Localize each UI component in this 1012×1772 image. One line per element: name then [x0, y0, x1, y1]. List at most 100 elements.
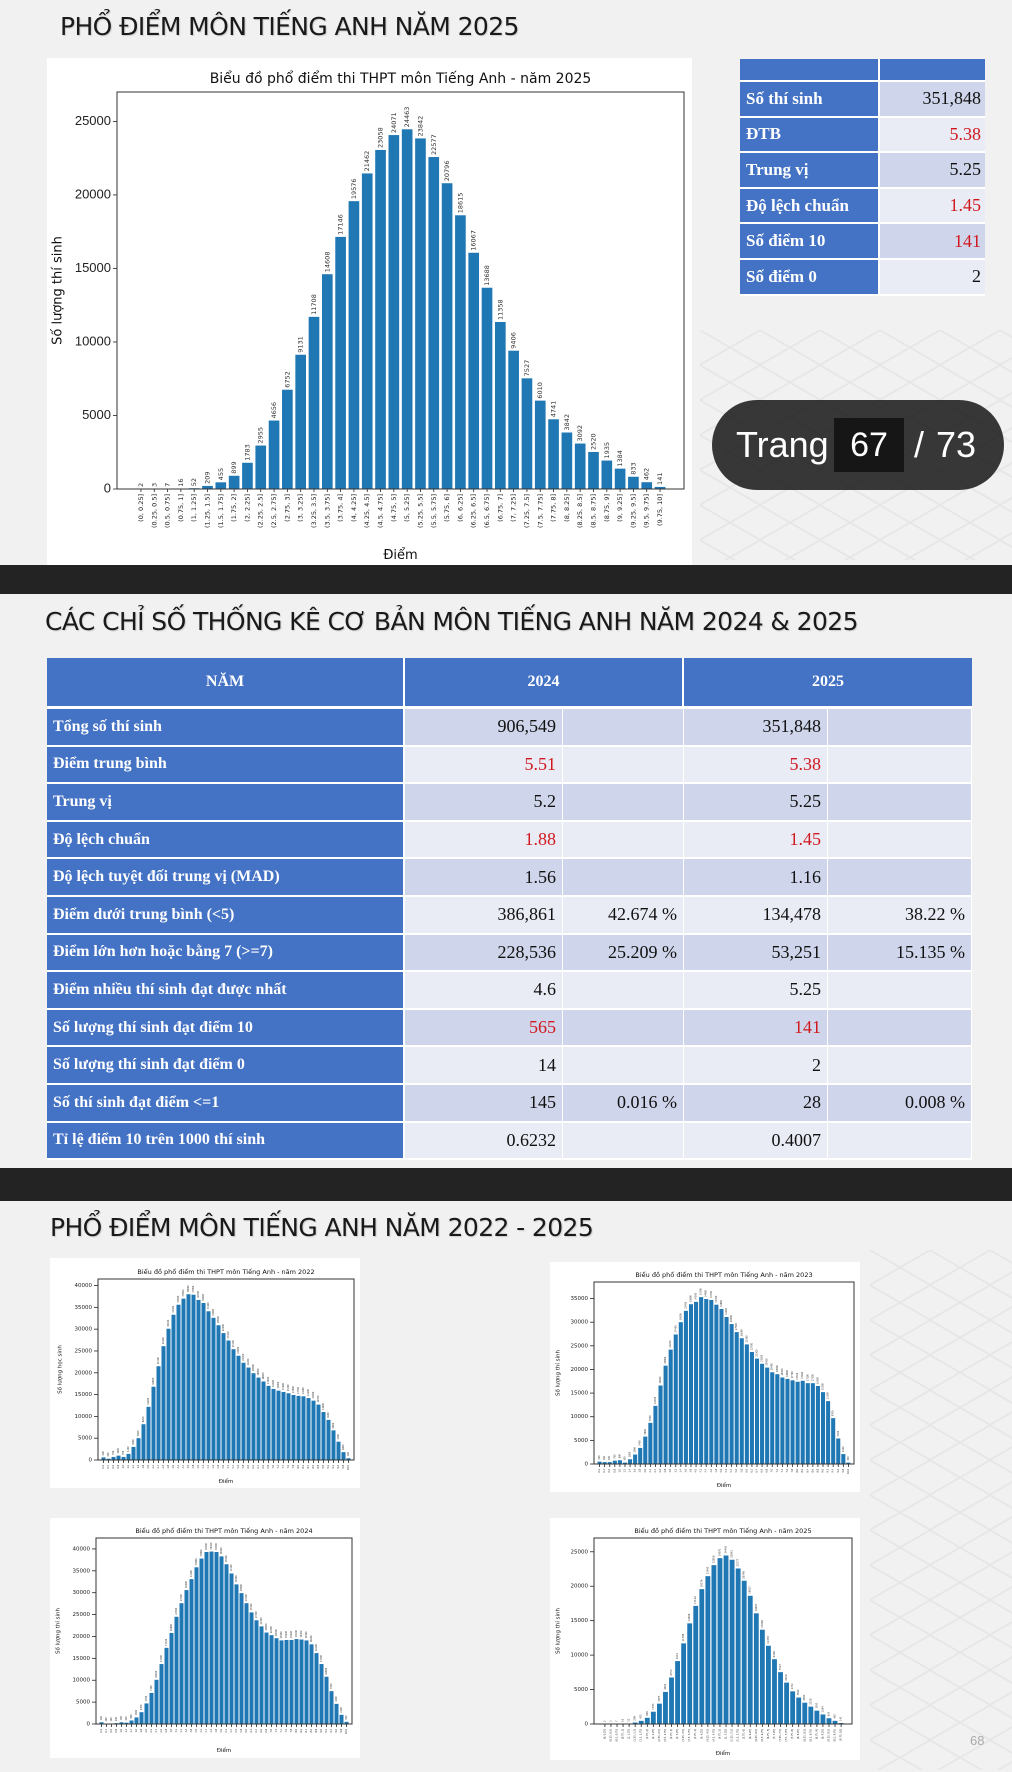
x-tick-label: 8.4 [307, 1464, 310, 1468]
bar [638, 1447, 643, 1464]
bar-value-label: 20800 [664, 1356, 667, 1364]
bar-value-label: 455 [217, 468, 225, 480]
bar [279, 1640, 284, 1724]
bar-value-label: 20900 [265, 1623, 268, 1631]
x-tick-label: 6.6 [262, 1464, 265, 1468]
bar-value-label: 19100 [305, 1631, 308, 1639]
bar-value-label: 17600 [801, 1371, 804, 1379]
x-tick-label: 1.2 [125, 1728, 128, 1732]
page-separator: / [914, 424, 925, 465]
bar-value-label: 300 [125, 1716, 128, 1721]
bar [641, 482, 653, 489]
x-axis-label: Điểm [716, 1750, 731, 1757]
bar-value-label: 34400 [230, 1564, 233, 1572]
chart-2023: Biểu đồ phổ điểm thi THPT môn Tiếng Anh … [550, 1262, 860, 1492]
bar-value-label: 23058 [712, 1555, 715, 1563]
bar [131, 1446, 136, 1460]
percent-2024 [563, 859, 684, 897]
y-tick-label: 20000 [571, 1367, 589, 1373]
y-axis-label: Số lượng thí sinh [555, 1349, 562, 1396]
bar-value-label: 16067 [755, 1603, 758, 1611]
y-tick-label: 20000 [75, 186, 111, 201]
y-tick-label: 40000 [75, 1283, 93, 1289]
bar [734, 1332, 739, 1464]
chart-2025-small: Biểu đồ phổ điểm thi THPT môn Tiếng Anh … [550, 1518, 860, 1760]
percent-2024: 25.209 % [563, 934, 684, 973]
x-tick-label: 2.8 [167, 1464, 170, 1468]
bar [784, 1682, 790, 1724]
bar-value-label: 23842 [731, 1550, 734, 1558]
bar-value-label: 4200 [337, 1434, 340, 1440]
x-tick-label: 7.8 [791, 1468, 794, 1472]
y-tick-label: 5000 [574, 1687, 588, 1693]
x-tick-label: 3.6 [185, 1728, 188, 1732]
x-tick-label: 2.0 [147, 1464, 150, 1468]
x-tick-label: 1.4 [629, 1468, 632, 1472]
bar-value-label: 19300 [300, 1630, 303, 1638]
x-tick-label: (8.75, 9] [815, 1729, 818, 1739]
y-tick-label: 0 [104, 480, 111, 495]
bar-value-label: 9406 [510, 332, 518, 349]
bar-value-label: 899 [230, 461, 238, 473]
bar [106, 1458, 111, 1460]
histogram-2022: Biểu đồ phổ điểm thi THPT môn Tiếng Anh … [57, 1267, 355, 1485]
x-tick-label: 4.8 [715, 1468, 718, 1472]
bar [301, 1396, 306, 1460]
bar-value-label: 21462 [363, 151, 371, 172]
bar [166, 1328, 171, 1460]
stats-table: NĂM 2024 2025 Tổng số thí sinh 906,549 351… [47, 658, 972, 1161]
x-tick-label: 2.4 [157, 1464, 160, 1468]
x-tick-label: 3.2 [175, 1728, 178, 1732]
x-tick-label: 2.6 [659, 1468, 662, 1472]
x-tick-label: 7.8 [290, 1728, 293, 1732]
bar [308, 316, 320, 489]
bar [628, 1459, 633, 1464]
bar [832, 1720, 838, 1724]
summary-row: Số điểm 10 141 [740, 224, 985, 260]
bar-value-label: 39300 [215, 1542, 218, 1550]
bar [699, 1297, 704, 1464]
x-tick-label: 4.6 [210, 1728, 213, 1732]
bar [741, 1580, 747, 1724]
x-tick-label: 6.8 [265, 1728, 268, 1732]
bar-value-label: 25400 [232, 1340, 235, 1348]
bar [231, 1349, 236, 1460]
x-axis-label: Điểm [383, 548, 417, 563]
bar [121, 1456, 126, 1460]
bar [614, 468, 626, 489]
bar [201, 1302, 206, 1460]
bar-value-label: 16300 [272, 1379, 275, 1387]
bar [196, 1299, 201, 1460]
bar [321, 274, 333, 489]
bar-value-label: 12300 [654, 1396, 657, 1404]
percent-2024 [563, 784, 684, 822]
bar-value-label: 11358 [767, 1636, 770, 1644]
bar [244, 1603, 249, 1724]
x-tick-label: 2.4 [654, 1468, 657, 1472]
bar [622, 1462, 628, 1464]
y-tick-label: 35000 [571, 1296, 589, 1302]
bar-value-label: 22300 [242, 1353, 245, 1361]
bar-value-label: 200 [115, 1716, 118, 1721]
x-tick-label: 4.2 [202, 1464, 205, 1468]
bar-value-label: 7 [164, 483, 172, 487]
bar-value-label: 30100 [167, 1319, 170, 1327]
bar-value-label: 400 [120, 1715, 123, 1720]
bar [759, 1629, 765, 1724]
bar [284, 1639, 289, 1724]
bar-value-label: 8200 [142, 1416, 145, 1422]
x-tick-label: (7.75, 8] [791, 1729, 794, 1739]
x-tick-label: 7.0 [272, 1464, 275, 1468]
stats-row: Trung vị 5.2 5.25 [47, 784, 972, 822]
bar-value-label: 300 [107, 1452, 110, 1457]
bar-value-label: 2000 [634, 1446, 637, 1452]
bar [295, 354, 306, 489]
bar-value-label: 22577 [430, 134, 438, 155]
x-tick-label: 1.0 [618, 1468, 621, 1472]
bar-value-label: 16 [177, 478, 185, 486]
section-title-stats: CÁC CHỈ SỐ THỐNG KÊ CƠ BẢN MÔN TIẾNG ANH… [45, 607, 858, 636]
value-2025: 28 [684, 1084, 828, 1123]
current-page-input[interactable] [834, 418, 904, 472]
bar [650, 1711, 656, 1724]
bar-value-label: 27600 [245, 1594, 248, 1602]
